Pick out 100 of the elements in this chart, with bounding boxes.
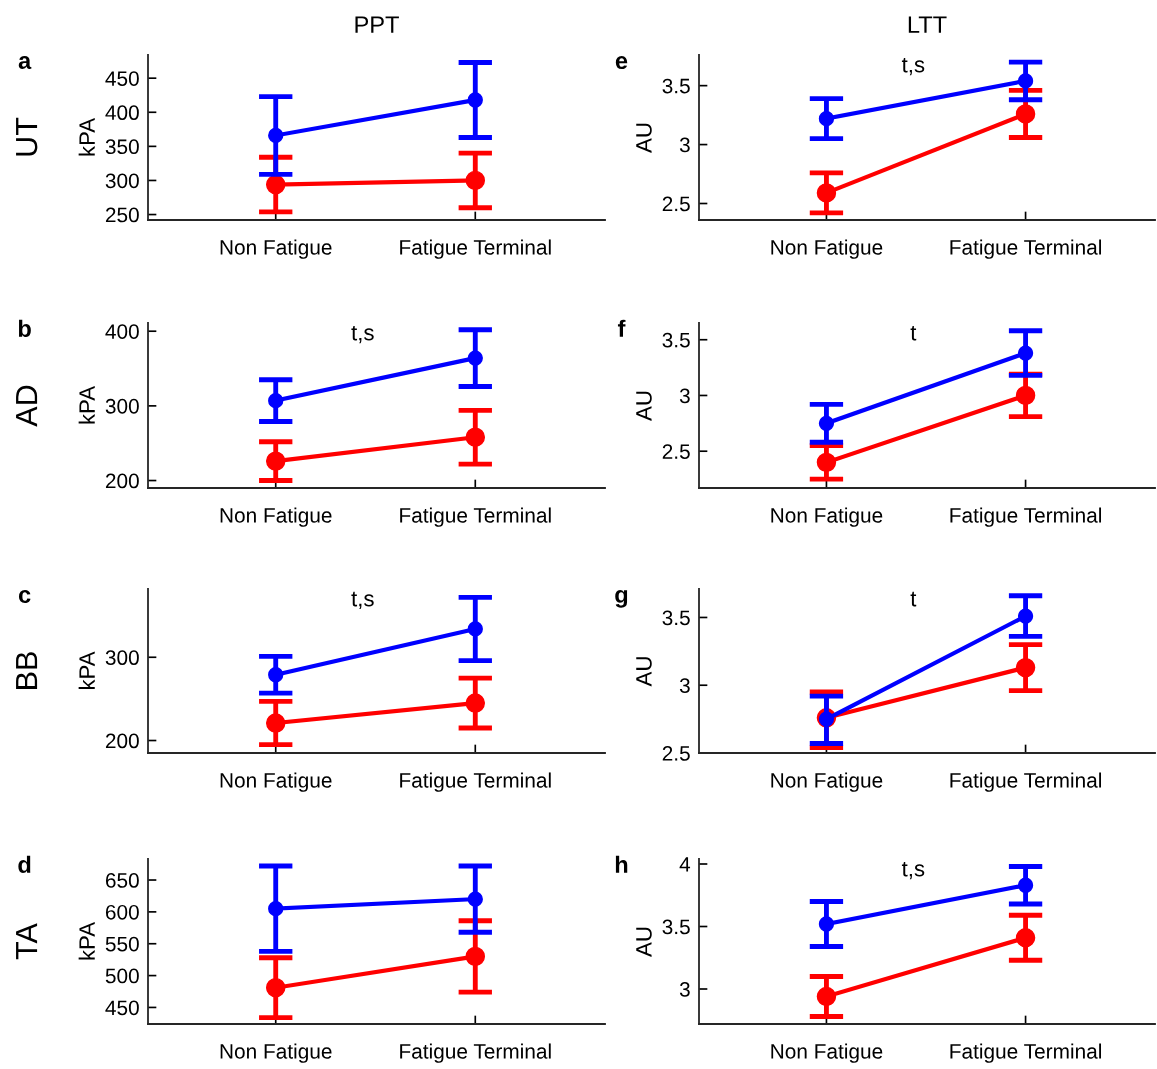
y-tick-label: 550	[105, 936, 139, 952]
y-tick-label: 3	[679, 137, 690, 153]
annotation: t,s	[901, 57, 925, 76]
point	[467, 621, 483, 637]
point	[818, 916, 835, 932]
annotation: t,s	[351, 325, 374, 344]
x-tick-label: Fatigue Terminal	[950, 772, 1101, 792]
text: TA	[16, 923, 38, 960]
point	[268, 901, 284, 917]
y-axis-title: kPA	[78, 921, 95, 960]
point	[265, 451, 286, 471]
y-tick-label: 2.5	[662, 196, 690, 212]
point	[265, 174, 286, 195]
x-tick-label: Non Fatigue	[771, 239, 883, 259]
annotation: t,s	[351, 591, 374, 610]
x-tick-label: Non Fatigue	[771, 507, 883, 527]
annotation: t,s	[901, 861, 925, 880]
point	[818, 415, 835, 431]
x-tick-label: Non Fatigue	[771, 1043, 883, 1063]
y-tick-label: 3.5	[662, 919, 690, 935]
text: h	[615, 855, 628, 873]
text: d	[18, 855, 31, 874]
point	[467, 92, 483, 108]
y-tick-label: 4	[679, 857, 691, 872]
y-tick-label: 2.5	[662, 444, 690, 459]
y-tick-label: 450	[105, 1000, 139, 1016]
point	[816, 452, 837, 473]
point	[1015, 104, 1036, 124]
point	[816, 986, 837, 1007]
y-tick-label: 400	[105, 105, 139, 121]
point	[1017, 608, 1034, 624]
y-axis-title: AU	[636, 391, 652, 421]
text: g	[615, 590, 628, 608]
x-tick-label: Fatigue Terminal	[950, 239, 1101, 259]
point	[268, 667, 284, 683]
chart-title: PPT	[355, 16, 399, 33]
x-tick-label: Non Fatigue	[220, 772, 332, 792]
point	[465, 427, 486, 447]
y-tick-label: 450	[105, 71, 139, 86]
point	[467, 891, 483, 907]
y-tick-label: 3.5	[662, 78, 690, 94]
y-axis-title: AU	[636, 657, 652, 687]
text: f	[617, 319, 626, 337]
y-tick-label: 2.5	[662, 746, 690, 761]
x-tick-label: Non Fatigue	[771, 772, 883, 792]
point	[1017, 877, 1034, 893]
point	[1017, 345, 1034, 361]
y-axis-title: AU	[636, 123, 652, 153]
point	[816, 183, 837, 203]
y-tick-label: 300	[105, 650, 139, 666]
y-tick-label: 3.5	[662, 332, 690, 348]
y-tick-label: 3	[679, 388, 690, 404]
point	[1017, 73, 1034, 89]
point	[1015, 657, 1036, 678]
point	[265, 713, 286, 733]
x-tick-label: Fatigue Terminal	[400, 772, 551, 792]
text: UT	[16, 117, 38, 156]
y-tick-label: 3.5	[662, 610, 690, 626]
y-tick-label: 300	[105, 173, 139, 189]
text: AD	[16, 385, 38, 427]
text: a	[18, 56, 32, 70]
point	[268, 393, 284, 409]
y-tick-label: 600	[105, 904, 139, 920]
x-tick-label: Non Fatigue	[220, 1043, 332, 1063]
y-tick-label: 350	[105, 139, 139, 155]
x-tick-label: Fatigue Terminal	[400, 1043, 551, 1063]
point	[265, 977, 286, 998]
x-tick-label: Fatigue Terminal	[400, 507, 551, 527]
point	[465, 170, 486, 191]
point	[1015, 385, 1036, 406]
text: b	[18, 319, 31, 338]
text: BB	[16, 652, 38, 689]
y-axis-title: kPA	[78, 117, 95, 156]
y-tick-label: 3	[679, 982, 690, 997]
point	[1015, 928, 1036, 948]
x-tick-label: Non Fatigue	[220, 239, 332, 259]
y-axis-title: kPA	[78, 651, 95, 690]
text: c	[18, 590, 31, 604]
x-tick-label: Non Fatigue	[220, 507, 332, 527]
point	[465, 946, 486, 967]
x-tick-label: Fatigue Terminal	[400, 239, 551, 259]
y-tick-label: 300	[105, 398, 139, 414]
y-tick-label: 500	[105, 968, 139, 984]
annotation: t	[910, 591, 917, 607]
y-tick-label: 3	[679, 678, 690, 693]
y-axis-title: kPA	[78, 385, 95, 424]
y-tick-label: 250	[105, 207, 139, 223]
text: e	[615, 56, 628, 70]
y-tick-label: 650	[105, 873, 139, 888]
annotation: t	[910, 325, 917, 341]
y-tick-label: 200	[105, 473, 139, 489]
x-tick-label: Fatigue Terminal	[950, 1043, 1101, 1063]
point	[268, 127, 284, 144]
point	[467, 350, 483, 366]
chart-title: LTT	[908, 16, 947, 33]
y-axis-title: AU	[636, 927, 652, 957]
y-tick-label: 200	[105, 733, 139, 749]
y-tick-label: 400	[105, 324, 139, 339]
point	[818, 111, 835, 127]
x-tick-label: Fatigue Terminal	[950, 507, 1101, 527]
